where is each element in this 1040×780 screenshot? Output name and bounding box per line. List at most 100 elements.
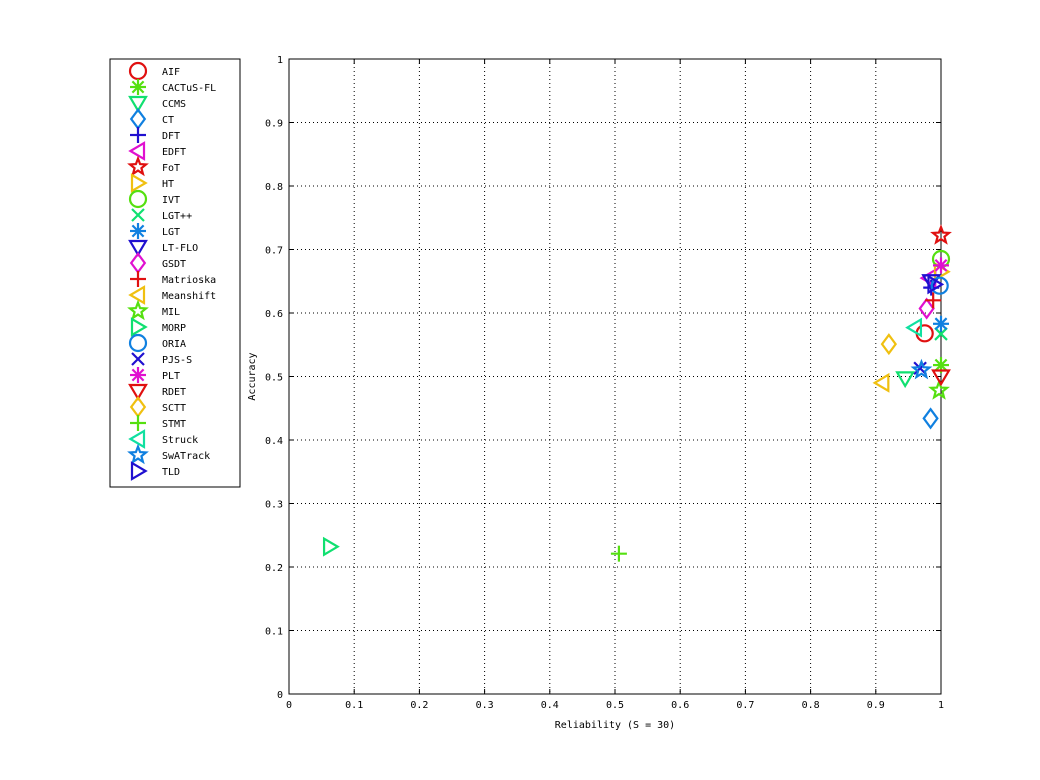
legend-item-lt-flo: LT-FLO [128, 239, 198, 257]
legend-label: CACTuS-FL [162, 83, 216, 94]
data-points [322, 224, 952, 562]
legend-label: MIL [162, 307, 180, 318]
legend-label: HT [162, 179, 174, 190]
data-point-morp [322, 536, 340, 557]
legend-label: ORIA [162, 339, 186, 350]
x-tick-label: 0.8 [802, 700, 820, 711]
legend-marker-plus [130, 271, 146, 287]
legend-marker-circle [128, 333, 148, 353]
y-tick-label: 0.1 [265, 627, 283, 638]
legend-label: RDET [162, 387, 186, 398]
legend-label: LGT++ [162, 211, 192, 222]
legend-label: AIF [162, 67, 180, 78]
y-tick-label: 0.2 [265, 563, 283, 574]
legend-label: GSDT [162, 259, 186, 270]
legend-label: Struck [162, 435, 198, 446]
data-point-sctt [880, 333, 898, 356]
legend-marker-triangle-left [128, 141, 146, 161]
legend-label: LGT [162, 227, 180, 238]
legend-marker-pentagram [127, 299, 149, 321]
y-axis-label: Accuracy [247, 352, 258, 400]
legend-item-stmt: STMT [130, 415, 186, 431]
legend-marker-plus [130, 127, 146, 143]
x-tick-label: 0.4 [541, 700, 559, 711]
legend-marker-triangle-right [130, 173, 148, 193]
data-point-plt [933, 257, 949, 274]
legend-box [109, 58, 241, 488]
legend-marker-x [131, 208, 145, 222]
data-point-oria [930, 276, 949, 295]
legend-item-pjs-s: PJS-S [131, 352, 192, 366]
x-tick-label: 0.2 [410, 700, 428, 711]
x-tick-label: 0.6 [671, 700, 689, 711]
legend-marker-triangle-left [128, 429, 146, 449]
x-tick-label: 0.5 [606, 700, 624, 711]
legend-marker-triangle-down [128, 383, 148, 401]
legend-item-rdet: RDET [128, 383, 186, 401]
legend-label: EDFT [162, 147, 186, 158]
data-point-fot [930, 224, 952, 245]
data-point-ccms [895, 371, 916, 389]
legend-marker-pentagram [127, 155, 149, 177]
y-tick-label: 1 [277, 55, 283, 66]
legend-item-edft: EDFT [128, 141, 186, 161]
legend-item-mil: MIL [127, 299, 180, 321]
legend-marker-triangle-down [128, 239, 148, 257]
legend-item-oria: ORIA [128, 333, 186, 353]
legend-label: LT-FLO [162, 243, 198, 254]
legend-item-ccms: CCMS [128, 95, 186, 113]
legend-marker-x [131, 352, 145, 366]
legend-label: PLT [162, 371, 180, 382]
legend-label: SCTT [162, 403, 186, 414]
legend-marker-triangle-right [130, 461, 148, 481]
legend-item-matrioska: Matrioska [130, 271, 216, 287]
data-point-stmt [610, 545, 627, 562]
y-tick-label: 0.8 [265, 182, 283, 193]
legend-label: CCMS [162, 99, 186, 110]
legend-item-cactus-fl: CACTuS-FL [130, 79, 216, 95]
data-point-meanshift [872, 372, 890, 393]
data-point-tld [927, 274, 945, 295]
legend-item-fot: FoT [127, 155, 180, 177]
legend-item-ivt: IVT [128, 189, 180, 209]
data-point-lgt [933, 315, 949, 332]
y-tick-label: 0.4 [265, 436, 283, 447]
legend-item-dft: DFT [130, 127, 180, 143]
legend-label: STMT [162, 419, 186, 430]
legend-label: Matrioska [162, 275, 216, 286]
legend-label: DFT [162, 131, 180, 142]
data-point-rdet [931, 369, 951, 387]
legend-marker-asterisk [130, 223, 146, 239]
legend-item-ht: HT [130, 173, 174, 193]
legend-marker-pentagram [127, 443, 149, 465]
data-point-swatrack [910, 358, 933, 380]
axis-ticks: 0 0.1 0.2 0.3 0.4 0.5 0.6 0.7 0.8 0.9 1 0 0.1 0.2 0.3 0… [265, 55, 944, 711]
x-tick-label: 1 [938, 700, 944, 711]
y-tick-label: 0.6 [265, 309, 283, 320]
legend-label: IVT [162, 195, 180, 206]
x-axis-label: Reliability (S = 30) [555, 720, 675, 731]
legend-marker-triangle-left [128, 285, 146, 305]
plot-area-frame [288, 58, 942, 695]
legend-item-tld: TLD [130, 461, 180, 481]
data-point-mil [928, 379, 950, 400]
legend-label: CT [162, 115, 174, 126]
legend-marker-asterisk [130, 367, 146, 383]
x-tick-label: 0 [286, 700, 292, 711]
legend-label: MORP [162, 323, 186, 334]
y-tick-label: 0.3 [265, 500, 283, 511]
data-point-ct [922, 407, 939, 430]
legend-label: TLD [162, 467, 180, 478]
data-point-gsdt [918, 297, 935, 320]
y-tick-label: 0.5 [265, 373, 283, 384]
data-point-matrioska [925, 292, 942, 309]
legend-marker-plus [130, 415, 146, 431]
legend-item-lgt: LGT [130, 223, 180, 239]
data-point-lt-flo [921, 274, 942, 292]
y-tick-label: 0.7 [265, 246, 283, 257]
legend-item-meanshift: Meanshift [128, 285, 216, 305]
x-tick-label: 0.1 [345, 700, 363, 711]
legend-marker-triangle-down [128, 95, 148, 113]
legend-marker-triangle-right [130, 317, 148, 337]
